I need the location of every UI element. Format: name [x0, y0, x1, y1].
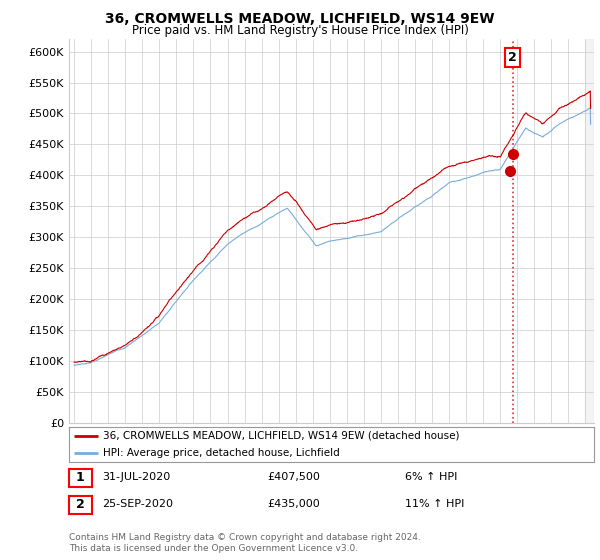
Text: 11% ↑ HPI: 11% ↑ HPI: [405, 499, 464, 509]
Text: 2: 2: [508, 52, 517, 64]
Text: Contains HM Land Registry data © Crown copyright and database right 2024.
This d: Contains HM Land Registry data © Crown c…: [69, 533, 421, 553]
Text: 1: 1: [76, 472, 85, 484]
Text: 6% ↑ HPI: 6% ↑ HPI: [405, 472, 457, 482]
Text: Price paid vs. HM Land Registry's House Price Index (HPI): Price paid vs. HM Land Registry's House …: [131, 24, 469, 36]
Bar: [586, 39, 594, 423]
Text: 25-SEP-2020: 25-SEP-2020: [102, 499, 173, 509]
Text: 36, CROMWELLS MEADOW, LICHFIELD, WS14 9EW: 36, CROMWELLS MEADOW, LICHFIELD, WS14 9E…: [105, 12, 495, 26]
Text: £407,500: £407,500: [267, 472, 320, 482]
Text: 31-JUL-2020: 31-JUL-2020: [102, 472, 170, 482]
Text: £435,000: £435,000: [267, 499, 320, 509]
Text: 2: 2: [76, 498, 85, 511]
Text: HPI: Average price, detached house, Lichfield: HPI: Average price, detached house, Lich…: [103, 449, 340, 458]
Text: 36, CROMWELLS MEADOW, LICHFIELD, WS14 9EW (detached house): 36, CROMWELLS MEADOW, LICHFIELD, WS14 9E…: [103, 431, 460, 441]
